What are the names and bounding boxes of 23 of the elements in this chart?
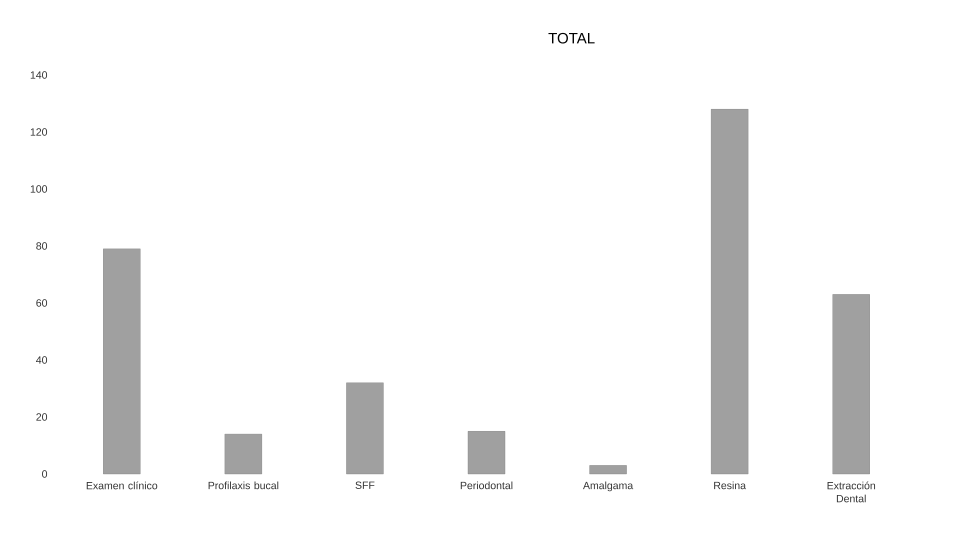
chart-title: TOTAL (548, 32, 595, 44)
x-tick-label: SFF (356, 482, 374, 489)
y-tick-label: 20 (36, 413, 48, 421)
x-tick-label: Profilaxis bucal (208, 482, 278, 490)
y-tick-label: 80 (36, 242, 48, 250)
x-tick-label: Examen clínico (86, 482, 158, 490)
y-tick-label: 100 (30, 185, 48, 193)
bar (224, 434, 262, 474)
bar (832, 294, 870, 474)
bar (103, 248, 140, 474)
bar (710, 108, 748, 474)
y-tick-label: 0 (42, 470, 48, 478)
bar (589, 465, 627, 474)
y-tick-label: 140 (30, 71, 48, 79)
bar (468, 431, 506, 474)
y-tick-label: 40 (36, 356, 48, 364)
bar (346, 382, 384, 474)
y-tick-label: 60 (36, 299, 48, 307)
y-tick-label: 120 (30, 128, 48, 136)
x-tick-label: Amalgama (583, 482, 634, 492)
x-tick-label: Extracción Dental (828, 482, 876, 502)
x-tick-label: Periodontal (460, 482, 512, 490)
x-tick-label: Resina (714, 482, 746, 490)
